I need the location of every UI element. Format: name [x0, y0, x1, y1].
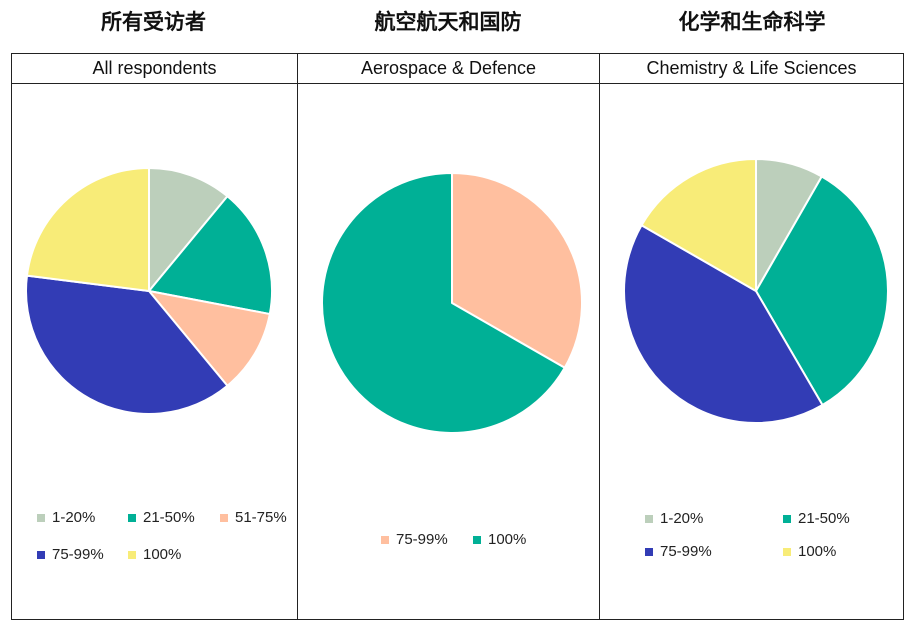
pie-slice-75-99	[623, 224, 824, 424]
legend-swatch	[128, 513, 136, 522]
panel-all-respondents: All respondents 1-20% 21-50% 51-75% 75-99% 1…	[12, 54, 297, 619]
pie-chart-all-respondents	[25, 167, 273, 415]
legend-swatch	[783, 514, 791, 523]
chart-title-zh-aerospace: 航空航天和国防	[374, 10, 522, 34]
pie-chart-aerospace-defence	[321, 172, 583, 434]
legend-label: 1-20%	[660, 510, 704, 527]
legend-swatch	[783, 547, 791, 556]
panel-title: All respondents	[12, 54, 297, 84]
panel-chemistry-life-sciences: Chemistry & Life Sciences 1-20% 21-50% 75-…	[599, 54, 903, 619]
legend-label: 51-75%	[235, 509, 287, 526]
legend-label: 21-50%	[143, 509, 195, 526]
panel-aerospace-defence: Aerospace & Defence 75-99% 100%	[297, 54, 599, 619]
legend-swatch	[128, 550, 136, 559]
legend-swatch	[37, 513, 45, 522]
legend-label: 1-20%	[52, 509, 96, 526]
panel-title: Aerospace & Defence	[298, 54, 599, 84]
pie-slice-1-20	[148, 167, 229, 292]
legend-label: 100%	[798, 543, 837, 560]
chart-title-zh-chemistry: 化学和生命科学	[678, 10, 826, 34]
pie-slice-75-99	[25, 274, 229, 415]
legend-label: 75-99%	[52, 546, 104, 563]
legend-swatch	[645, 547, 653, 556]
legend-label: 100%	[488, 531, 527, 548]
pie-slice-21-50	[755, 175, 889, 407]
legend-item-21-50: 21-50%	[128, 509, 195, 526]
legend-item-1-20: 1-20%	[37, 509, 95, 526]
legend-item-100: 100%	[473, 531, 526, 548]
legend-label: 100%	[143, 546, 182, 563]
chart-grid: All respondents 1-20% 21-50% 51-75% 75-99% 1…	[11, 53, 904, 620]
pie-chart-chemistry-life-sciences	[623, 158, 889, 424]
legend-item-100: 100%	[128, 546, 181, 563]
pie-slice-100	[321, 172, 566, 434]
pie-slice-51-75	[148, 290, 271, 387]
pie-slice-21-50	[148, 195, 273, 316]
legend-item-1-20: 1-20%	[645, 510, 703, 527]
pie-slice-100	[25, 167, 150, 292]
legend-swatch	[473, 535, 481, 544]
legend-item-75-99: 75-99%	[381, 531, 448, 548]
chart-title-zh-all: 所有受访者	[101, 10, 206, 34]
legend-label: 75-99%	[396, 531, 448, 548]
legend-item-100: 100%	[783, 543, 836, 560]
pie-slice-75-99	[451, 172, 583, 369]
pie-slice-100	[640, 158, 757, 292]
legend-label: 75-99%	[660, 543, 712, 560]
panel-title: Chemistry & Life Sciences	[600, 54, 903, 84]
legend-swatch	[381, 535, 389, 544]
legend-swatch	[220, 513, 228, 522]
legend-item-51-75: 51-75%	[220, 509, 287, 526]
legend-item-75-99: 75-99%	[645, 543, 712, 560]
legend-item-21-50: 21-50%	[783, 510, 850, 527]
legend-swatch	[37, 550, 45, 559]
legend-swatch	[645, 514, 653, 523]
legend-item-75-99: 75-99%	[37, 546, 104, 563]
legend-label: 21-50%	[798, 510, 850, 527]
